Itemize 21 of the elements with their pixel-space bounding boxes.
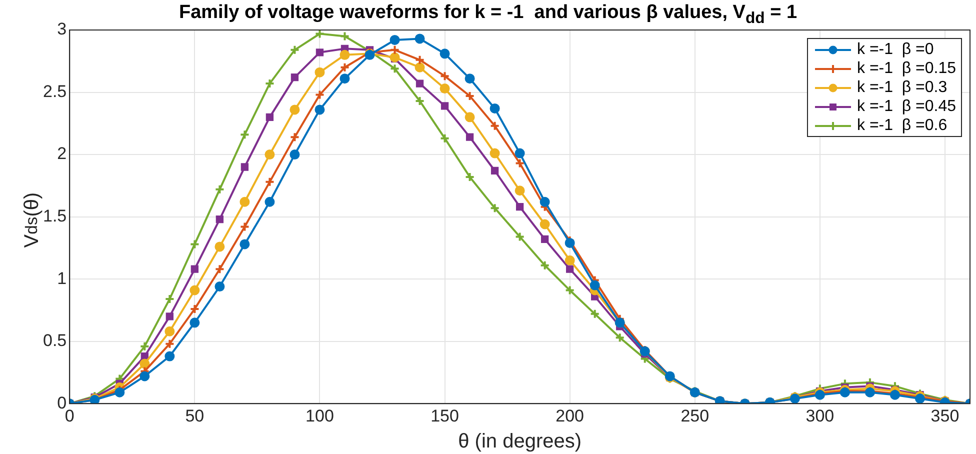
- chart-title: Family of voltage waveforms for k = -1 and various β values, V$_{dd}$ = 1: [178, 2, 798, 27]
- x-tick-label: 200: [556, 406, 584, 426]
- x-tick-label: 150: [430, 406, 459, 426]
- y-tick-label: 1.5: [42, 206, 67, 226]
- y-tick-label: 2: [57, 144, 67, 164]
- y-tick-label: 0: [57, 393, 67, 412]
- legend-label: k =-1 β =0.6: [857, 116, 948, 134]
- y-tick-label: 0.5: [42, 331, 67, 350]
- x-tick-label: 300: [806, 406, 834, 426]
- x-tick-label: 250: [680, 406, 710, 426]
- legend-label: k =-1 β =0.15: [857, 60, 956, 78]
- x-tick-label: 350: [930, 406, 960, 426]
- legend-label: k =-1 β =0: [857, 40, 934, 58]
- x-axis-title: θ (in degrees): [458, 430, 582, 453]
- legend-label: k =-1 β =0.45: [857, 98, 956, 116]
- x-tick-label: 50: [185, 406, 204, 426]
- y-tick-label: 1: [57, 268, 67, 288]
- y-tick-label: 3: [57, 20, 67, 39]
- x-tick-label: 100: [306, 406, 334, 426]
- y-tick-label: 2.5: [42, 82, 67, 101]
- legend-label: k =-1 β =0.3: [857, 78, 948, 96]
